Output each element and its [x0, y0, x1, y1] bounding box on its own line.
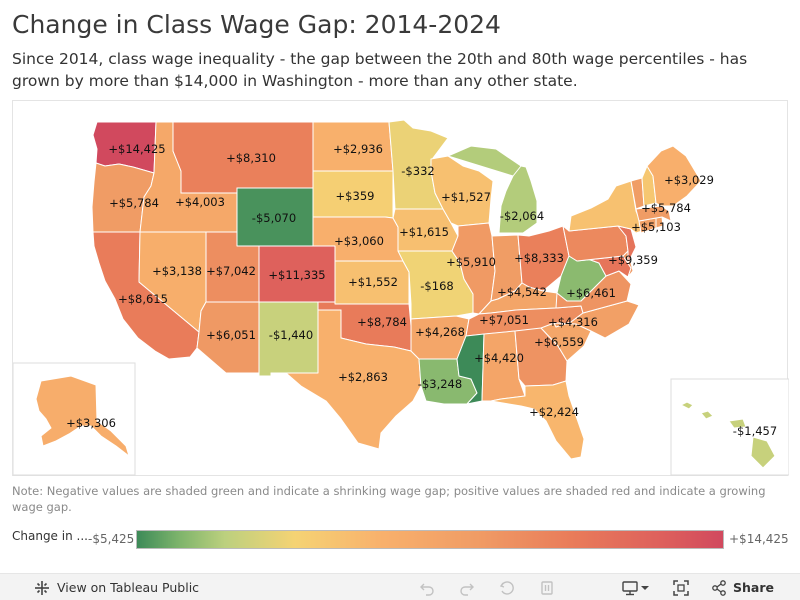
label-mt: +$8,310 — [226, 151, 276, 165]
undo-icon — [419, 580, 435, 596]
label-mi: -$2,064 — [500, 209, 544, 223]
state-ks[interactable] — [334, 260, 410, 305]
label-wa: +$14,425 — [108, 142, 165, 156]
label-ia: +$1,615 — [399, 225, 449, 239]
label-wy: -$5,070 — [252, 211, 296, 225]
label-al: +$4,420 — [474, 351, 524, 365]
state-ma[interactable] — [635, 205, 672, 222]
state-hi-group[interactable] — [680, 401, 776, 469]
pause-icon — [539, 580, 555, 596]
state-fl[interactable] — [490, 380, 585, 460]
undo-button[interactable] — [419, 574, 435, 600]
fullscreen-button[interactable] — [673, 574, 689, 600]
page-title: Change in Class Wage Gap: 2014-2024 — [12, 10, 501, 39]
label-va: +$6,461 — [566, 286, 616, 300]
legend-min-label: -$5,425 — [88, 532, 135, 546]
share-button[interactable]: Share — [711, 574, 774, 600]
label-sc: +$4,316 — [548, 315, 598, 329]
state-tx[interactable] — [270, 309, 422, 450]
state-ak[interactable] — [35, 375, 130, 457]
fullscreen-icon — [673, 579, 689, 596]
legend-max-label: +$14,425 — [729, 532, 789, 546]
label-ct: +$5,103 — [631, 220, 681, 234]
label-tx: +$2,863 — [338, 370, 388, 384]
label-fl: +$2,424 — [529, 405, 579, 419]
label-co: +$11,335 — [268, 268, 325, 282]
view-on-tableau-button[interactable]: View on Tableau Public — [34, 574, 199, 600]
state-hi-maui[interactable] — [728, 418, 747, 429]
revert-icon — [499, 580, 515, 596]
view-on-tableau-label: View on Tableau Public — [57, 580, 200, 595]
map-note: Note: Negative values are shaded green a… — [12, 484, 766, 514]
tableau-toolbar: View on Tableau Public Share — [0, 573, 800, 600]
label-tn: +$7,051 — [479, 313, 529, 327]
label-hi: -$1,457 — [733, 424, 777, 438]
label-nm: -$1,440 — [269, 328, 313, 342]
label-la: -$3,248 — [418, 377, 462, 391]
label-mn: -$332 — [401, 164, 434, 178]
label-md: +$9,359 — [608, 253, 658, 267]
state-mi[interactable] — [447, 145, 538, 234]
label-ut: +$7,042 — [206, 264, 256, 278]
label-nv: +$3,138 — [152, 264, 202, 278]
label-id: +$4,003 — [175, 195, 225, 209]
label-me: +$3,029 — [664, 173, 714, 187]
label-ks: +$1,552 — [348, 275, 398, 289]
legend-color-ramp — [136, 530, 724, 549]
label-ne: +$3,060 — [334, 234, 384, 248]
us-state-map[interactable]: +$14,425 +$5,784 +$8,615 +$3,138 +$4,003… — [12, 100, 790, 476]
label-il: +$5,910 — [446, 255, 496, 269]
state-hi-oahu[interactable] — [700, 410, 714, 420]
label-ar: +$4,268 — [415, 325, 465, 339]
revert-button[interactable] — [499, 574, 515, 600]
label-or: +$5,784 — [109, 196, 159, 210]
state-hi-big-island[interactable] — [750, 436, 776, 469]
label-ca: +$8,615 — [118, 292, 168, 306]
download-icon — [622, 580, 650, 596]
label-ok: +$8,784 — [357, 315, 407, 329]
download-button[interactable] — [622, 574, 650, 600]
state-me[interactable] — [646, 145, 702, 207]
label-ky: +$4,542 — [497, 285, 547, 299]
label-wi: +$1,527 — [441, 190, 491, 204]
label-sd: +$359 — [336, 189, 375, 203]
label-ma: +$5,784 — [641, 201, 691, 215]
redo-button[interactable] — [459, 574, 475, 600]
label-ga: +$6,559 — [534, 335, 584, 349]
pause-button[interactable] — [539, 574, 555, 600]
legend-title[interactable]: Change in ... — [12, 529, 88, 543]
share-label: Share — [733, 580, 774, 595]
redo-icon — [459, 580, 475, 596]
label-nd: +$2,936 — [333, 142, 383, 156]
state-nc[interactable] — [553, 300, 640, 339]
state-hi[interactable] — [680, 401, 694, 410]
label-oh: +$8,333 — [514, 251, 564, 265]
page-subtitle: Since 2014, class wage inequality - the … — [12, 50, 748, 90]
tableau-logo-icon — [34, 580, 50, 596]
label-az: +$6,051 — [206, 328, 256, 342]
share-icon — [711, 579, 727, 596]
state-value-labels: +$14,425 +$5,784 +$8,615 +$3,138 +$4,003… — [66, 142, 777, 438]
label-ak: +$3,306 — [66, 416, 116, 430]
label-mo: -$168 — [420, 279, 453, 293]
